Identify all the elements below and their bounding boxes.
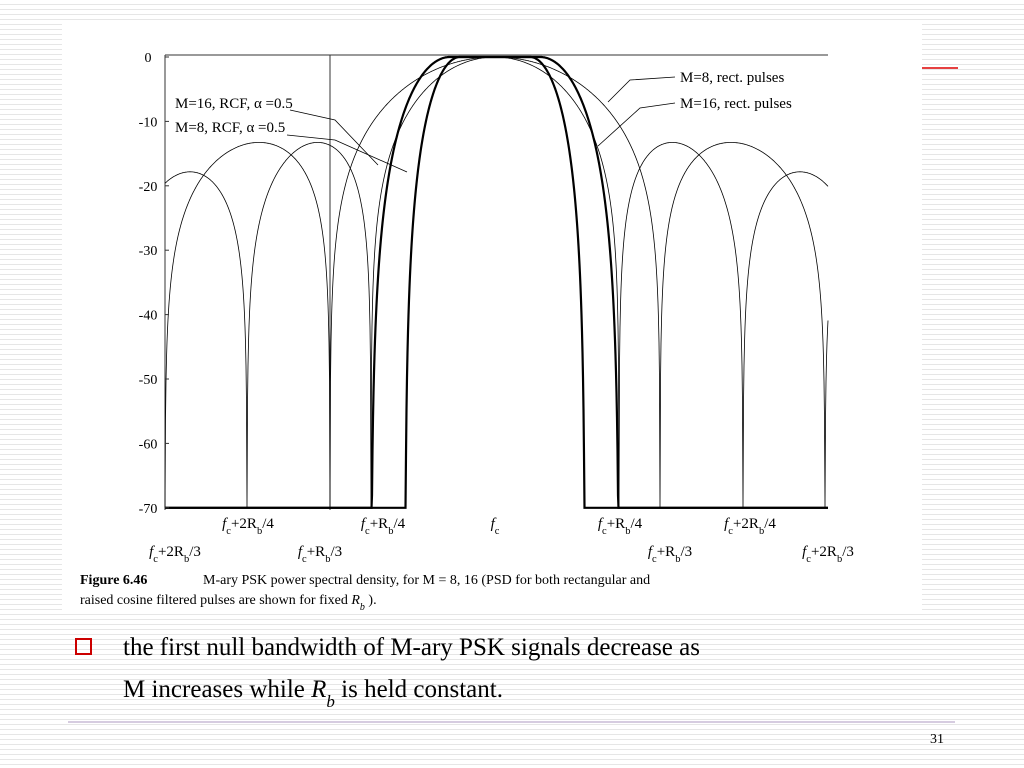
- subscript: b: [257, 526, 262, 537]
- leader: [289, 109, 379, 166]
- subscript: c: [153, 554, 158, 565]
- label-part: /4: [630, 516, 642, 532]
- leader: [607, 76, 676, 103]
- caption-part: ).: [365, 593, 377, 608]
- bullet-part: M increases while: [123, 676, 311, 703]
- label-part: /3: [842, 544, 854, 560]
- subscript: b: [759, 526, 764, 537]
- caption-text: M-ary PSK power spectral density, for M …: [203, 573, 650, 588]
- label-part: +2R: [231, 516, 257, 532]
- label-part: /4: [393, 516, 405, 532]
- label-part: f: [298, 544, 304, 560]
- bullet-icon: [75, 638, 92, 655]
- y-tick-label: -70: [139, 502, 158, 517]
- subscript: b: [625, 526, 630, 537]
- rcf-m8-curve: [165, 55, 828, 509]
- bullet-part: b: [326, 692, 335, 711]
- label-part: +2R: [811, 544, 837, 560]
- label-part: /3: [189, 544, 201, 560]
- caption-part: R: [350, 593, 360, 608]
- leader: [286, 134, 408, 173]
- y-tick-label: -10: [139, 115, 158, 130]
- x-axis-label: fc+Rb/4: [598, 516, 643, 537]
- leader: [597, 102, 676, 147]
- subscript: b: [184, 554, 189, 565]
- bullet-text: the first null bandwidth of M-ary PSK si…: [123, 634, 700, 661]
- y-tick-label: -20: [139, 180, 158, 195]
- label-part: f: [724, 516, 730, 532]
- subscript: b: [325, 554, 330, 565]
- x-axis-label: fc+Rb/3: [298, 544, 342, 565]
- label-part: +2R: [158, 544, 184, 560]
- subscript: b: [837, 554, 842, 565]
- leaders: [286, 76, 676, 173]
- y-tick-label: -60: [139, 437, 158, 452]
- subscript: c: [806, 554, 811, 565]
- label-part: f: [361, 516, 367, 532]
- y-tick-label: -30: [139, 244, 158, 259]
- annotation: M=8, rect. pulses: [680, 70, 784, 86]
- caption-label: Figure 6.46: [80, 573, 147, 588]
- subscript: b: [675, 554, 680, 565]
- label-part: f: [222, 516, 228, 532]
- subscript: c: [302, 554, 307, 565]
- subscript: c: [652, 554, 657, 565]
- x-axis-label: fc+2Rb/3: [149, 544, 201, 565]
- label-part: +R: [370, 516, 388, 532]
- caption-text: raised cosine filtered pulses are shown …: [80, 593, 377, 613]
- x-axis-label: fc+Rb/3: [648, 544, 692, 565]
- subscript: c: [602, 526, 607, 537]
- x-axis-label: fc+Rb/4: [361, 516, 406, 537]
- annotation: M=16, rect. pulses: [680, 96, 792, 112]
- x-axis-label: fc+2Rb/3: [802, 544, 854, 565]
- subscript: c: [226, 526, 231, 537]
- label-part: /3: [680, 544, 692, 560]
- label-part: /4: [262, 516, 274, 532]
- caption-part: b: [360, 602, 365, 613]
- figure-background: [62, 22, 922, 614]
- label-part: f: [648, 544, 654, 560]
- subscript: b: [388, 526, 393, 537]
- label-part: +R: [607, 516, 625, 532]
- y-tick-label: 0: [145, 51, 152, 66]
- label-part: f: [491, 516, 497, 532]
- label-part: +R: [657, 544, 675, 560]
- label-part: /3: [330, 544, 342, 560]
- x-axis-label: fc: [491, 516, 500, 537]
- label-part: f: [149, 544, 155, 560]
- bullet-part: is held constant.: [335, 676, 503, 703]
- caption-part: raised cosine filtered pulses are shown …: [80, 593, 351, 608]
- bullet-text: M increases while Rb is held constant.: [123, 676, 503, 711]
- y-tick-label: -50: [139, 373, 158, 388]
- label-part: /4: [764, 516, 776, 532]
- x-axis-label: fc+2Rb/4: [724, 516, 776, 537]
- annotation: M=16, RCF, α =0.5: [175, 96, 293, 112]
- subscript: c: [728, 526, 733, 537]
- y-tick-label: -40: [139, 309, 158, 324]
- subscript: c: [495, 526, 500, 537]
- annotation: M=8, RCF, α =0.5: [175, 120, 285, 136]
- label-part: +R: [307, 544, 325, 560]
- psd-plot: [164, 54, 829, 510]
- label-part: f: [598, 516, 604, 532]
- x-axis-label: fc+2Rb/4: [222, 516, 274, 537]
- page-number: 31: [930, 732, 944, 747]
- label-part: f: [802, 544, 808, 560]
- subscript: c: [365, 526, 370, 537]
- bullet-part: R: [310, 676, 326, 703]
- label-part: +2R: [733, 516, 759, 532]
